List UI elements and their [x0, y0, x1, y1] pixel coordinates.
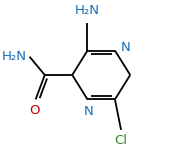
Text: N: N [83, 105, 93, 118]
Text: Cl: Cl [115, 135, 128, 147]
Text: H₂N: H₂N [75, 4, 100, 17]
Text: O: O [29, 104, 39, 117]
Text: N: N [120, 41, 130, 54]
Text: H₂N: H₂N [2, 50, 26, 63]
